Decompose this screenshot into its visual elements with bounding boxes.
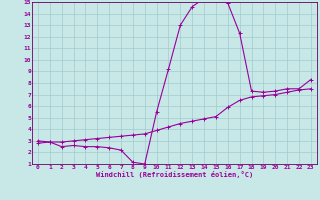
X-axis label: Windchill (Refroidissement éolien,°C): Windchill (Refroidissement éolien,°C)	[96, 171, 253, 178]
